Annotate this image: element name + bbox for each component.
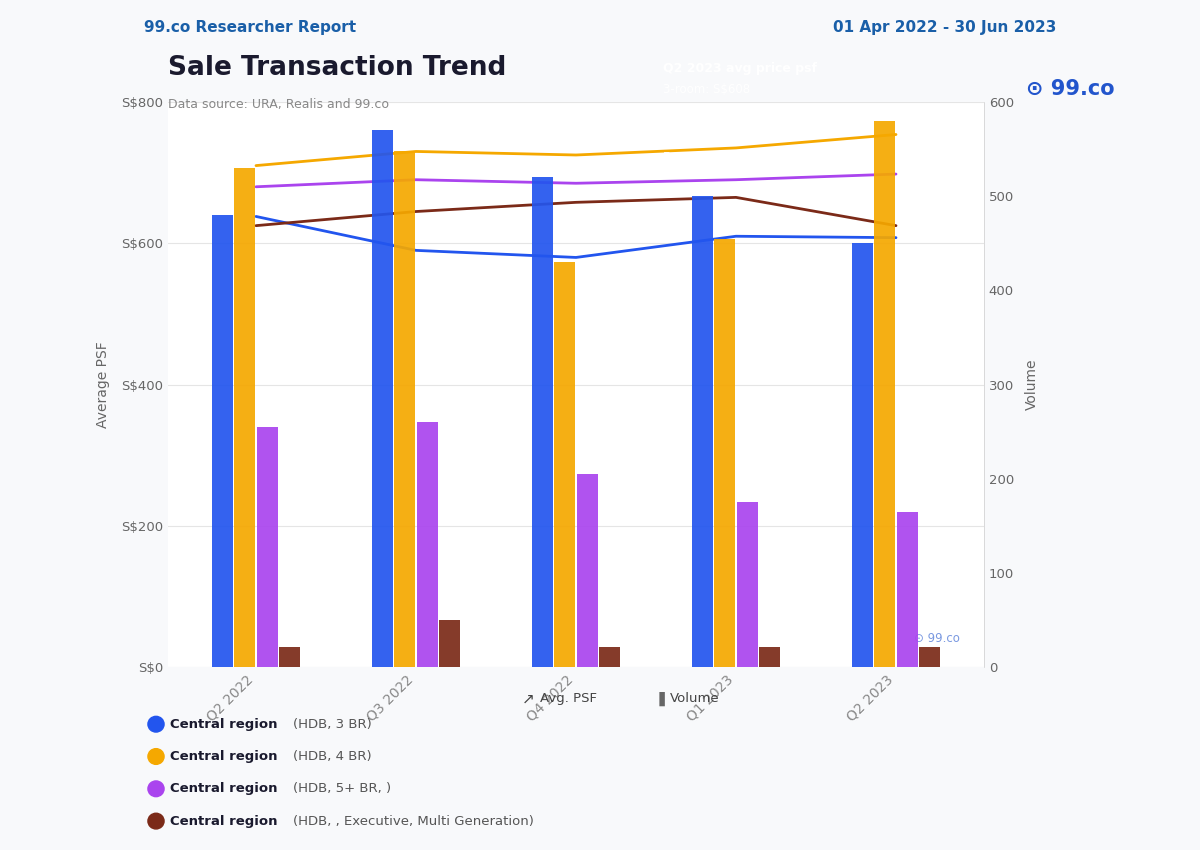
Bar [692, 196, 713, 667]
Text: Central region: Central region [170, 782, 282, 796]
Bar [372, 130, 392, 667]
Text: Q2 2023 avg price psf: Q2 2023 avg price psf [662, 62, 816, 75]
Bar [554, 262, 575, 667]
Bar [852, 243, 872, 667]
Text: 99.co Researcher Report: 99.co Researcher Report [144, 20, 356, 35]
Bar [737, 502, 757, 667]
Text: (HDB, 5+ BR, ): (HDB, 5+ BR, ) [293, 782, 391, 796]
Bar [599, 647, 620, 667]
Text: (HDB, 3 BR): (HDB, 3 BR) [293, 717, 372, 731]
Text: Central region: Central region [170, 717, 282, 731]
Text: Central region: Central region [170, 750, 282, 763]
Text: Exec, Multi-gen: S$625: Exec, Multi-gen: S$625 [662, 151, 798, 164]
Text: 01 Apr 2022 - 30 Jun 2023: 01 Apr 2022 - 30 Jun 2023 [833, 20, 1056, 35]
Text: Data source: URA, Realis and 99.co: Data source: URA, Realis and 99.co [168, 98, 389, 110]
Bar [395, 151, 415, 667]
Text: 4-room: S$754: 4-room: S$754 [662, 105, 750, 119]
Text: ↗: ↗ [522, 691, 535, 706]
Circle shape [148, 749, 164, 764]
Text: 5-room: S$698: 5-room: S$698 [662, 128, 750, 142]
Bar [532, 178, 553, 667]
Text: Central region: Central region [170, 814, 282, 828]
Circle shape [148, 813, 164, 829]
Bar [212, 215, 233, 667]
Y-axis label: Average PSF: Average PSF [96, 341, 110, 428]
Text: 3-room: S$608: 3-room: S$608 [662, 83, 750, 96]
Y-axis label: Volume: Volume [1025, 359, 1039, 411]
Text: ▐: ▐ [654, 692, 665, 706]
Bar [896, 512, 918, 667]
Bar [577, 474, 598, 667]
Bar [416, 422, 438, 667]
Bar [257, 427, 277, 667]
Bar [875, 121, 895, 667]
Bar [280, 647, 300, 667]
Text: Sale Transaction Trend: Sale Transaction Trend [168, 54, 506, 81]
Text: ⊙ 99.co: ⊙ 99.co [913, 632, 960, 644]
Bar [234, 168, 256, 667]
Text: Avg. PSF: Avg. PSF [540, 692, 598, 706]
Bar [760, 647, 780, 667]
Text: (HDB, , Executive, Multi Generation): (HDB, , Executive, Multi Generation) [293, 814, 534, 828]
Circle shape [148, 781, 164, 796]
Bar [714, 239, 736, 667]
Bar [919, 647, 940, 667]
Text: Volume: Volume [670, 692, 719, 706]
Bar [439, 620, 460, 667]
Text: ⊙ 99.co: ⊙ 99.co [1026, 79, 1115, 99]
Circle shape [148, 717, 164, 732]
Text: (HDB, 4 BR): (HDB, 4 BR) [293, 750, 372, 763]
